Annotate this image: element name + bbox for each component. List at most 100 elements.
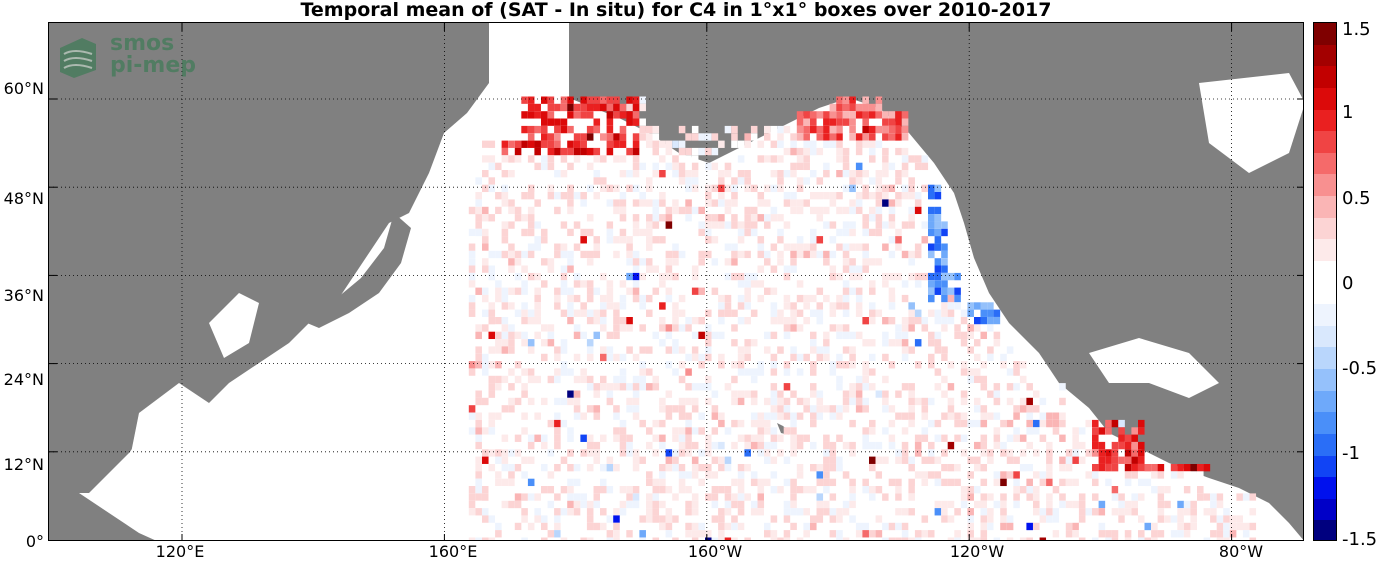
grid-cell [482,478,489,487]
grid-cell [1092,493,1099,501]
grid-cell [724,250,732,259]
grid-cell [869,478,876,487]
grid-cell [718,412,725,420]
grid-cell [626,294,633,303]
grid-cell [862,383,869,391]
grid-cell [600,302,607,310]
grid-cell [941,353,948,362]
grid-cell [1210,530,1217,538]
grid-cell [1131,434,1138,442]
grid-cell [534,221,541,229]
grid-cell [947,375,955,384]
colorbar-segment [1314,390,1336,413]
grid-cell [482,368,489,376]
grid-cell [678,530,686,538]
grid-cell [888,162,896,171]
grid-cell [718,294,725,303]
grid-cell [1164,478,1171,487]
grid-cell [855,464,863,472]
grid-cell [869,419,876,428]
grid-cell [882,390,889,398]
grid-cell [541,346,548,354]
grid-cell [567,221,574,229]
grid-cell [724,206,732,215]
grid-cell [1098,427,1106,435]
grid-cell [744,184,751,193]
grid-cell [475,192,482,200]
grid-cell [836,537,843,540]
grid-cell [777,214,784,222]
grid-cell [855,243,863,251]
grid-cell [908,331,915,340]
grid-cell [934,221,942,229]
grid-cell [888,184,896,193]
grid-cell [678,199,686,207]
grid-cell [488,250,496,259]
grid-cell [468,280,476,288]
grid-cell [1111,537,1119,540]
grid-cell [593,493,601,501]
grid-cell [1216,493,1224,501]
grid-cell [882,339,889,347]
grid-cell [993,324,1001,332]
grid-cell [1229,522,1237,531]
grid-cell [947,302,955,310]
grid-cell [869,324,876,332]
grid-cell [862,397,869,406]
grid-cell [593,456,601,464]
grid-cell [646,515,653,523]
grid-cell [639,361,646,369]
grid-cell [1151,515,1158,523]
grid-cell [862,537,869,540]
grid-cell [829,206,837,215]
grid-cell [987,515,994,523]
grid-cell [1229,515,1237,523]
grid-cell [974,486,981,494]
grid-cell [967,309,974,317]
grid-cell [1059,383,1066,391]
grid-cell [1072,456,1079,464]
grid-cell [514,250,522,259]
grid-cell [770,515,778,523]
grid-cell [639,302,646,310]
grid-cell [482,427,489,435]
grid-cell [685,272,692,281]
grid-cell [632,368,640,376]
grid-cell [1190,515,1197,523]
grid-cell [1039,383,1047,391]
grid-cell [934,500,942,509]
grid-cell [869,228,876,237]
grid-cell [685,500,692,509]
grid-cell [678,324,686,332]
grid-cell [1157,486,1165,494]
grid-cell [567,162,574,171]
grid-cell [1092,508,1099,516]
grid-cell [705,353,712,362]
grid-cell [1170,537,1178,540]
grid-cell [796,155,804,163]
grid-cell [613,221,620,229]
grid-cell [810,184,817,193]
grid-cell [560,96,568,104]
grid-cell [954,412,961,420]
grid-cell [914,199,922,207]
grid-cell [744,383,751,391]
grid-cell [665,309,673,317]
grid-cell [514,243,522,251]
grid-cell [554,250,561,259]
grid-cell [816,125,824,134]
grid-cell [934,427,942,435]
grid-cell [934,317,942,325]
grid-cell [895,478,902,487]
grid-cell [659,272,666,281]
grid-cell [783,390,791,398]
grid-cell [514,405,522,413]
grid-cell [836,118,843,126]
grid-cell [560,405,568,413]
grid-cell [705,375,712,384]
grid-cell [560,515,568,523]
grid-cell [1013,405,1020,413]
grid-cell [803,353,810,362]
grid-cell [1092,449,1099,457]
grid-cell [744,346,751,354]
